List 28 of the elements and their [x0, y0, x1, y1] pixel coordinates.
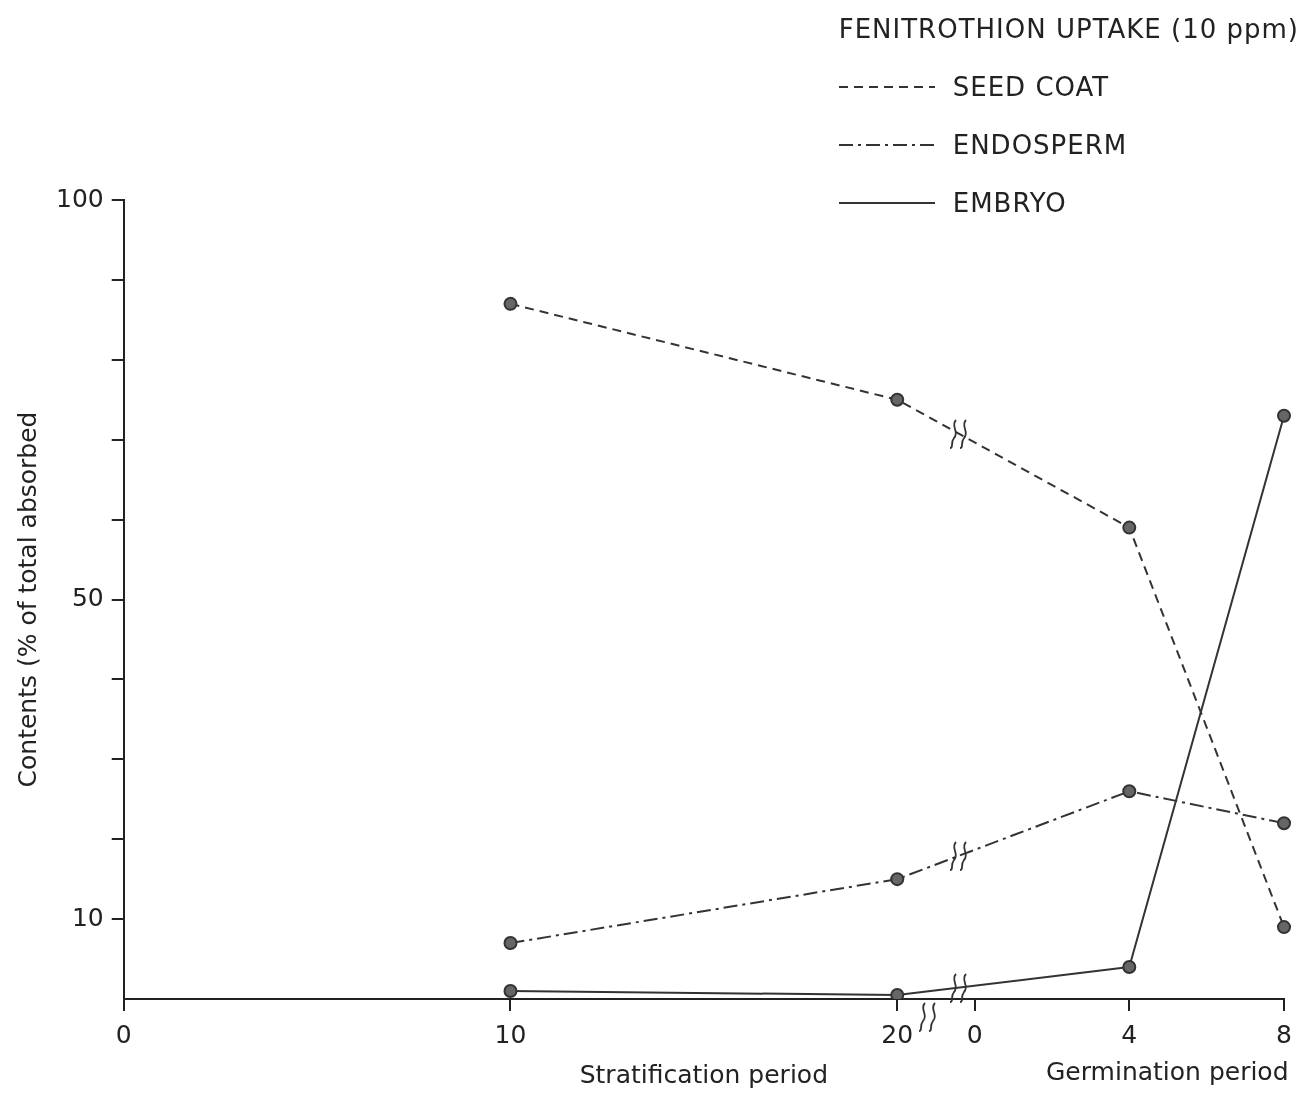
point: [1277, 920, 1291, 935]
x-axis-title: Stratification period: [579, 1059, 829, 1089]
x-tick-label: 8: [1276, 1019, 1292, 1049]
y-tick-label: 100: [56, 183, 104, 213]
y-tick-label: 10: [71, 902, 104, 932]
x-tick-label: 0: [966, 1019, 983, 1049]
point: [1122, 784, 1137, 799]
point: [503, 296, 518, 311]
legend-label: EMBRYO: [952, 188, 1067, 218]
x-tick-label: 4: [1121, 1019, 1138, 1049]
legend-title: FENITROTHION UPTAKE (10 ppm): [838, 14, 1299, 44]
point: [1122, 960, 1137, 975]
y-axis-title: Contents (% of total absorbed: [12, 411, 42, 788]
point: [890, 392, 905, 407]
point: [503, 936, 518, 951]
point: [503, 984, 518, 999]
legend-label: SEED COAT: [952, 72, 1110, 102]
point: [890, 872, 905, 887]
point: [1122, 520, 1137, 535]
x-tick-label: 20: [881, 1019, 914, 1049]
point: [1277, 408, 1291, 423]
legend-label: ENDOSPERM: [952, 130, 1128, 160]
point: [1277, 816, 1291, 831]
x-tick-label: 0: [115, 1019, 132, 1049]
x-tick-label: 10: [494, 1019, 527, 1049]
text: Germination period: [1046, 1057, 1289, 1086]
point: [890, 988, 905, 999]
y-tick-label: 50: [71, 583, 104, 612]
